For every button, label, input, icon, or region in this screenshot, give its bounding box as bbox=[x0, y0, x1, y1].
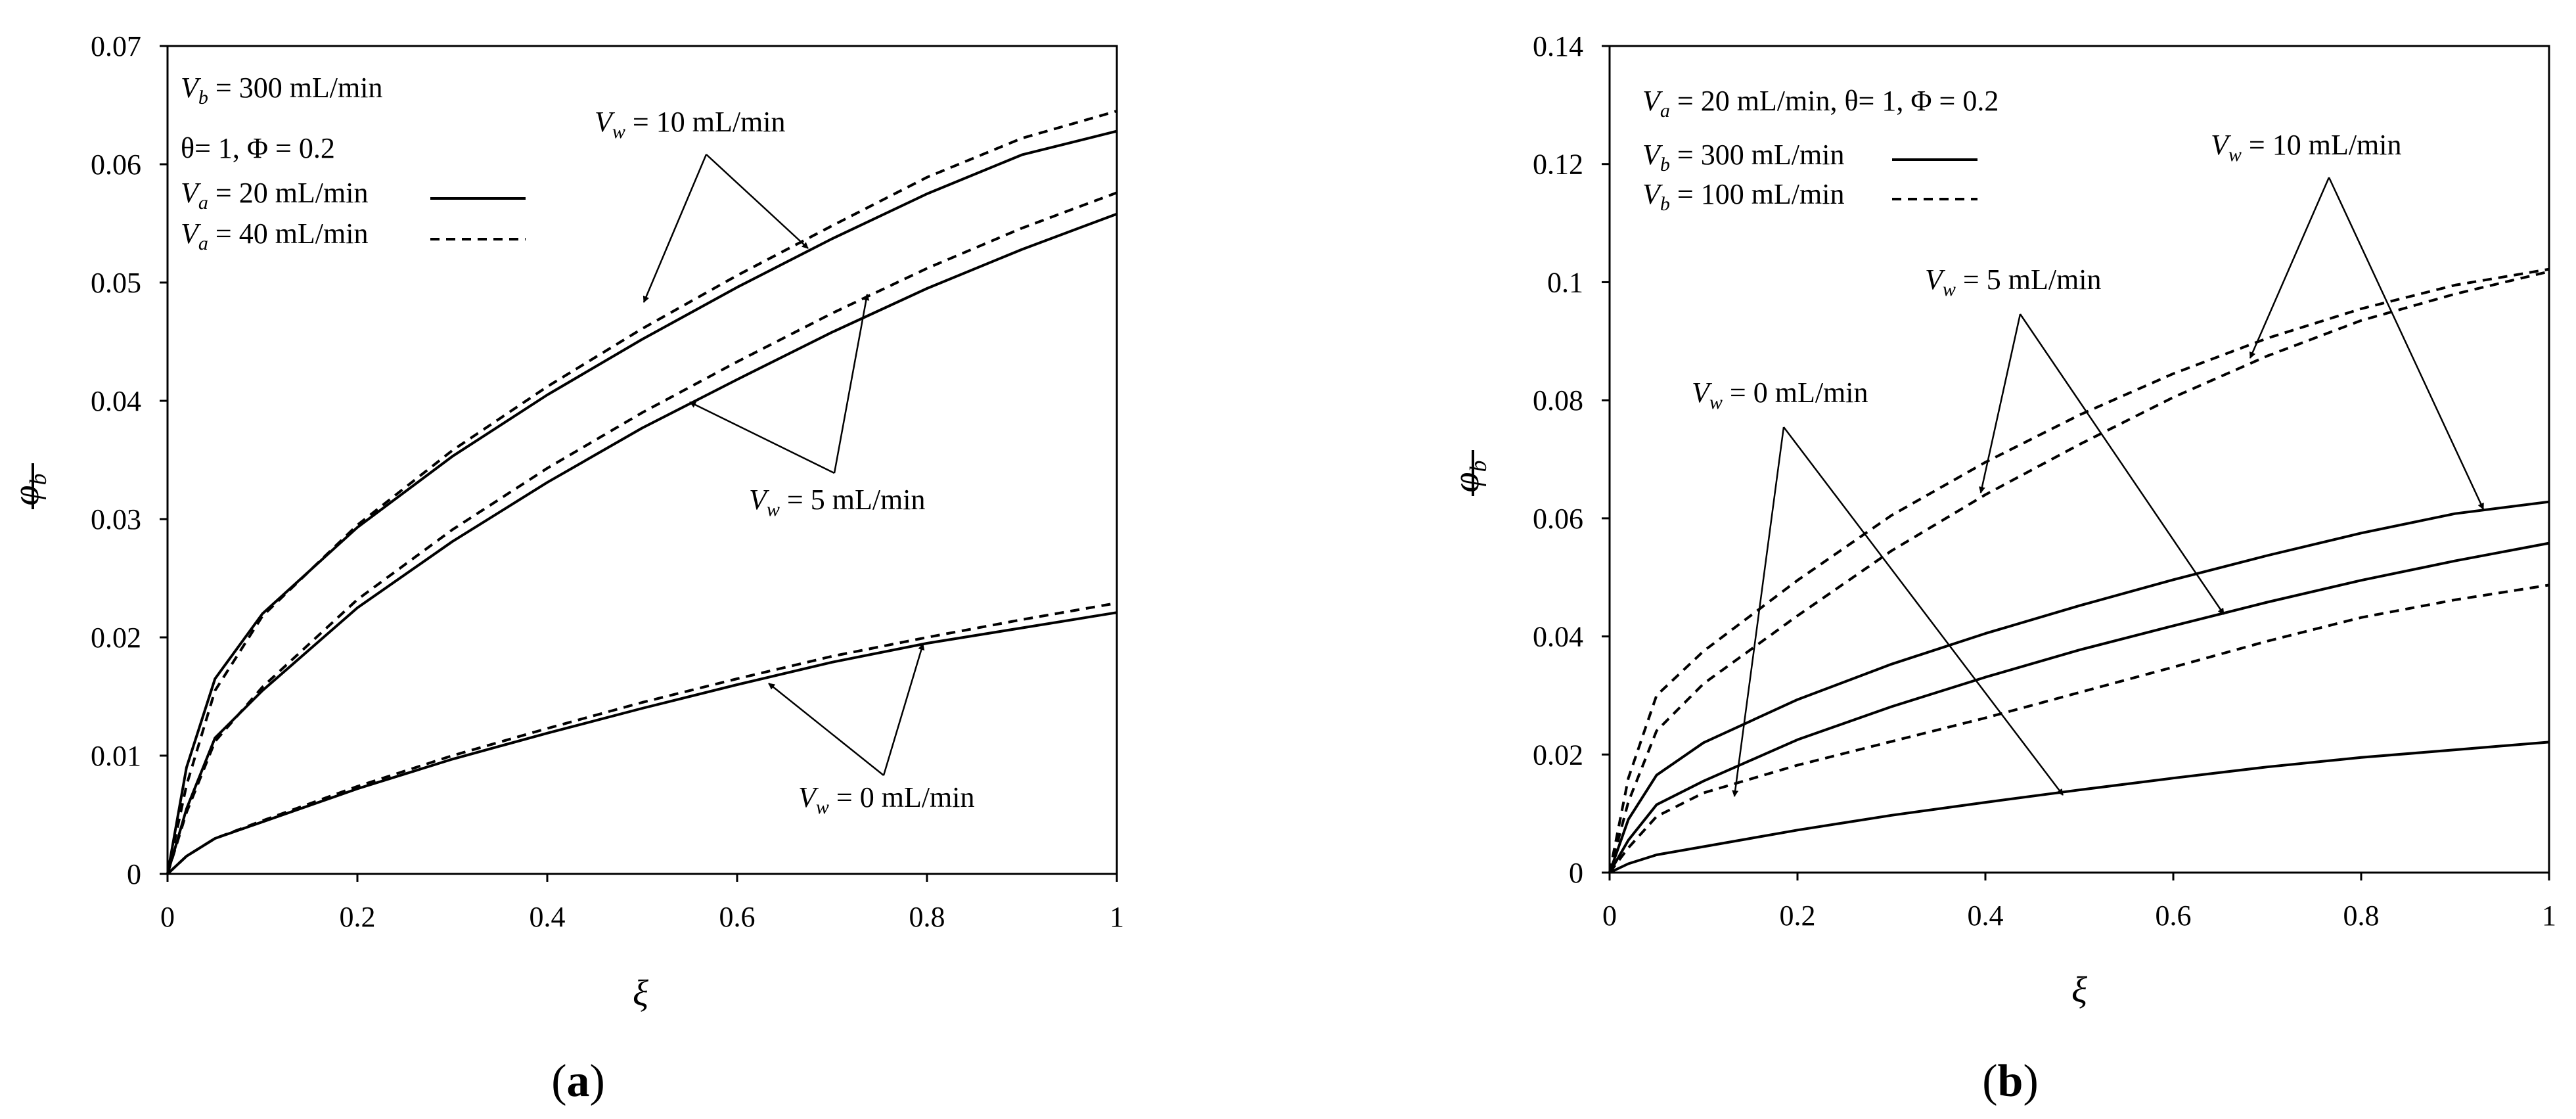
x-axis-label-a: ξ bbox=[633, 973, 648, 1014]
y-label-sym-a: φ bbox=[6, 486, 47, 506]
y-label-sub-b: b bbox=[1465, 461, 1491, 472]
x-tick-label-b-4: 0.8 bbox=[2343, 900, 2380, 932]
y-axis-label-a: φb bbox=[6, 463, 51, 509]
arrow-vw0-b-1 bbox=[1732, 426, 1785, 797]
series-line-a-6 bbox=[166, 601, 1118, 875]
arrow-vw5-a-1 bbox=[689, 401, 835, 474]
x-tick-label-a-0: 0 bbox=[160, 901, 175, 933]
series-line-b-6 bbox=[1608, 583, 2550, 874]
y-tick-label-a-5: 0.05 bbox=[91, 267, 141, 299]
series-line-b-4 bbox=[1608, 267, 2550, 873]
y-tick-label-a-2: 0.02 bbox=[91, 622, 141, 654]
x-axis-label-b: ξ bbox=[2071, 970, 2087, 1011]
series-b bbox=[1608, 267, 2550, 874]
series-line-a-4 bbox=[166, 191, 1118, 875]
series-line-b-5 bbox=[1608, 270, 2550, 873]
plot-frame-a bbox=[166, 45, 1118, 875]
y-tick-label-a-6: 0.06 bbox=[91, 148, 141, 181]
x-tick-label-a-1: 0.2 bbox=[340, 901, 376, 933]
annotation-vw10-a: Vw = 10 mL/min bbox=[595, 106, 786, 143]
x-tick-label-b-1: 0.2 bbox=[1780, 900, 1816, 932]
arrow-vw0-a-2 bbox=[882, 643, 925, 776]
y-tick-label-a-1: 0.01 bbox=[91, 740, 141, 772]
x-tick-label-a-3: 0.6 bbox=[719, 901, 756, 933]
x-tick-label-b-5: 1 bbox=[2542, 900, 2556, 932]
arrow-vw0-b-2 bbox=[1783, 426, 2064, 796]
series-line-b-1 bbox=[1608, 500, 2550, 873]
arrow-vw10-b-1 bbox=[2249, 177, 2330, 359]
annotation-vw0-a: Vw = 0 mL/min bbox=[798, 781, 975, 818]
ticks-b: 0 0.2 0.4 0.6 0.8 1 0 0.02 0.04 0.06 0.08 0.1 0.12 0.… bbox=[1533, 30, 2556, 932]
y-tick-label-b-0: 0 bbox=[1569, 857, 1583, 889]
svg-text:φb: φb bbox=[6, 474, 51, 506]
series-line-a-5 bbox=[166, 611, 1118, 875]
va-text-b: Va = 20 mL/min, θ= 1, Φ = 0.2 bbox=[1642, 85, 1999, 122]
y-axis-label-b: φb bbox=[1446, 450, 1491, 496]
y-tick-label-a-3: 0.03 bbox=[91, 503, 141, 536]
annotation-vw5-a: Vw = 5 mL/min bbox=[749, 484, 926, 520]
arrow-vw5-a-2 bbox=[833, 294, 870, 474]
annotation-vw10-b: Vw = 10 mL/min bbox=[2211, 129, 2402, 166]
x-tick-label-b-2: 0.4 bbox=[1968, 900, 2004, 932]
panel-label-b: (b) bbox=[1982, 1056, 2039, 1107]
series-line-a-2 bbox=[166, 110, 1118, 875]
x-tick-label-a-5: 1 bbox=[1110, 901, 1124, 933]
arrow-vw10-a-2 bbox=[706, 154, 809, 249]
y-tick-label-b-3: 0.06 bbox=[1533, 503, 1583, 535]
y-tick-label-b-2: 0.04 bbox=[1533, 621, 1583, 653]
y-tick-label-a-4: 0.04 bbox=[91, 385, 141, 417]
plot-frame-b bbox=[1608, 45, 2550, 874]
theta-text-a: θ= 1, Φ = 0.2 bbox=[181, 132, 335, 164]
arrow-vw10-a-1 bbox=[643, 154, 708, 303]
x-tick-label-a-2: 0.4 bbox=[530, 901, 566, 933]
y-tick-label-b-4: 0.08 bbox=[1533, 384, 1583, 417]
svg-text:φb: φb bbox=[1446, 461, 1491, 493]
y-tick-label-b-7: 0.14 bbox=[1533, 30, 1583, 62]
legend-entry-a-1: Va = 20 mL/min bbox=[181, 177, 368, 214]
y-tick-label-b-1: 0.02 bbox=[1533, 739, 1583, 771]
x-tick-label-b-3: 0.6 bbox=[2156, 900, 2192, 932]
legend-entry-a-2: Va = 40 mL/min bbox=[181, 217, 368, 254]
y-label-sub-a: b bbox=[25, 474, 51, 486]
x-tick-label-a-4: 0.8 bbox=[909, 901, 945, 933]
legend-b: Vb = 300 mL/min Vb = 100 mL/min bbox=[1642, 139, 1977, 215]
annotation-vw0-b: Vw = 0 mL/min bbox=[1692, 377, 1868, 413]
x-tick-label-b-0: 0 bbox=[1602, 900, 1617, 932]
panel-label-a: (a) bbox=[551, 1056, 605, 1107]
series-line-a-1 bbox=[166, 129, 1118, 875]
series-a bbox=[166, 110, 1118, 875]
legend-entry-b-2: Vb = 100 mL/min bbox=[1642, 178, 1844, 215]
arrow-vw5-b-2 bbox=[2019, 313, 2225, 615]
y-tick-label-b-5: 0.1 bbox=[1547, 266, 1583, 298]
series-line-b-2 bbox=[1608, 541, 2550, 874]
y-label-sym-b: φ bbox=[1446, 472, 1487, 493]
legend-a: Va = 20 mL/min Va = 40 mL/min bbox=[181, 177, 526, 254]
arrow-vw0-a-1 bbox=[768, 683, 884, 776]
panel-b: 0 0.2 0.4 0.6 0.8 1 0 0.02 0.04 0.06 0.08 0.1 0.12 0.… bbox=[1446, 30, 2556, 1107]
series-line-a-3 bbox=[166, 212, 1118, 875]
arrow-vw5-b-1 bbox=[1979, 313, 2022, 493]
series-line-b-3 bbox=[1609, 741, 2550, 874]
legend-entry-b-1: Vb = 300 mL/min bbox=[1642, 139, 1844, 175]
y-tick-label-b-6: 0.12 bbox=[1533, 148, 1583, 181]
vb-text-a: Vb = 300 mL/min bbox=[181, 72, 382, 108]
panel-a: 0 0.2 0.4 0.6 0.8 1 0 0.01 0.02 0.03 0.04 0.05 0.06 0… bbox=[6, 30, 1124, 1107]
y-tick-label-a-7: 0.07 bbox=[91, 30, 141, 62]
arrow-vw10-b-2 bbox=[2328, 177, 2485, 510]
annotation-vw5-b: Vw = 5 mL/min bbox=[1925, 263, 2102, 300]
y-tick-label-a-0: 0 bbox=[127, 858, 141, 890]
ticks-a: 0 0.2 0.4 0.6 0.8 1 0 0.01 0.02 0.03 0.04 0.05 0.06 0… bbox=[91, 30, 1124, 933]
